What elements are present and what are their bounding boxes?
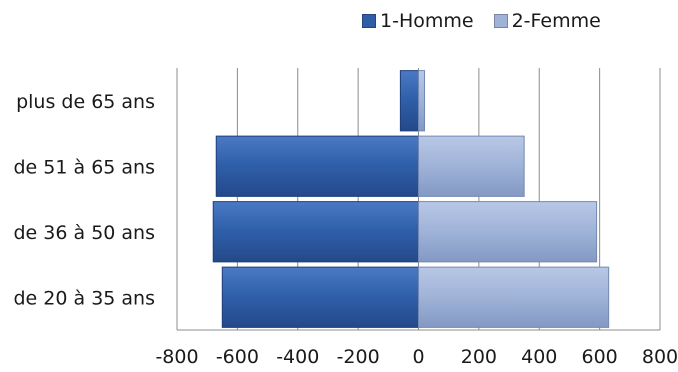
legend-swatch-homme (362, 14, 376, 28)
category-label-3: de 20 à 35 ans (14, 287, 156, 309)
category-label-1: de 51 à 65 ans (14, 156, 156, 178)
x-tick-label-8: 800 (642, 346, 678, 368)
legend-swatch-femme (493, 14, 508, 28)
bar-femme-1 (418, 135, 525, 197)
bar-homme-0 (399, 70, 420, 132)
x-tick-label-4: 0 (412, 346, 424, 368)
x-tick-label-3: -200 (337, 346, 380, 368)
bar-femme-0 (418, 70, 426, 132)
category-label-2: de 36 à 50 ans (14, 222, 156, 244)
x-tick-label-2: -400 (276, 346, 319, 368)
x-tick-label-7: 600 (581, 346, 617, 368)
x-tick-label-5: 200 (461, 346, 497, 368)
x-tick-label-0: -800 (155, 346, 198, 368)
bar-homme-2 (212, 201, 419, 263)
bar-homme-3 (221, 266, 419, 328)
category-label-0: plus de 65 ans (16, 91, 155, 113)
bar-femme-2 (418, 201, 598, 263)
legend-label-femme: 2-Femme (511, 10, 601, 32)
x-tick-label-1: -600 (216, 346, 259, 368)
bar-femme-3 (418, 266, 610, 328)
legend-item-homme: 1-Homme (362, 10, 474, 32)
bar-homme-1 (215, 135, 419, 197)
legend-label-homme: 1-Homme (380, 10, 474, 32)
legend: 1-Homme 2-Femme (362, 10, 601, 32)
legend-item-femme: 2-Femme (493, 10, 601, 32)
x-tick-label-6: 400 (521, 346, 557, 368)
